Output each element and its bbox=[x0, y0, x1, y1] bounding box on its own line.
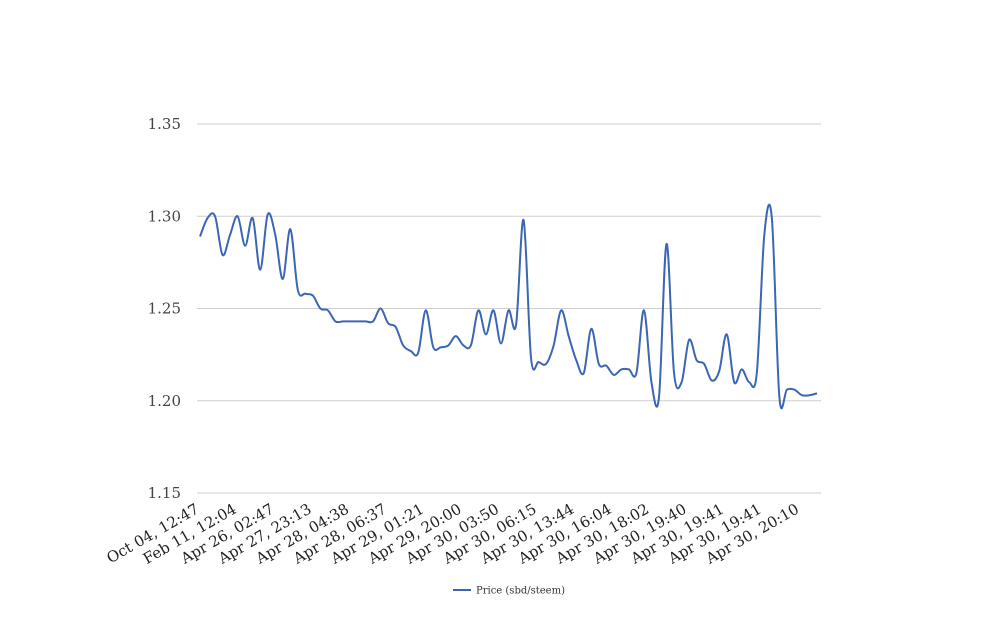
legend[interactable]: Price (sbd/steem) bbox=[453, 586, 565, 597]
y-tick-label: 1.15 bbox=[148, 484, 181, 502]
series-line bbox=[199, 203, 818, 410]
y-tick-label: 1.30 bbox=[148, 207, 181, 225]
gridlines bbox=[197, 123, 821, 494]
y-tick-label: 1.35 bbox=[148, 115, 181, 133]
series-lines bbox=[199, 203, 818, 410]
y-axis-ticks: 1.35 1.30 1.25 1.20 1.15 bbox=[148, 115, 181, 502]
legend-label[interactable]: Price (sbd/steem) bbox=[476, 586, 565, 597]
y-tick-label: 1.20 bbox=[148, 392, 181, 410]
y-tick-label: 1.25 bbox=[148, 300, 181, 318]
